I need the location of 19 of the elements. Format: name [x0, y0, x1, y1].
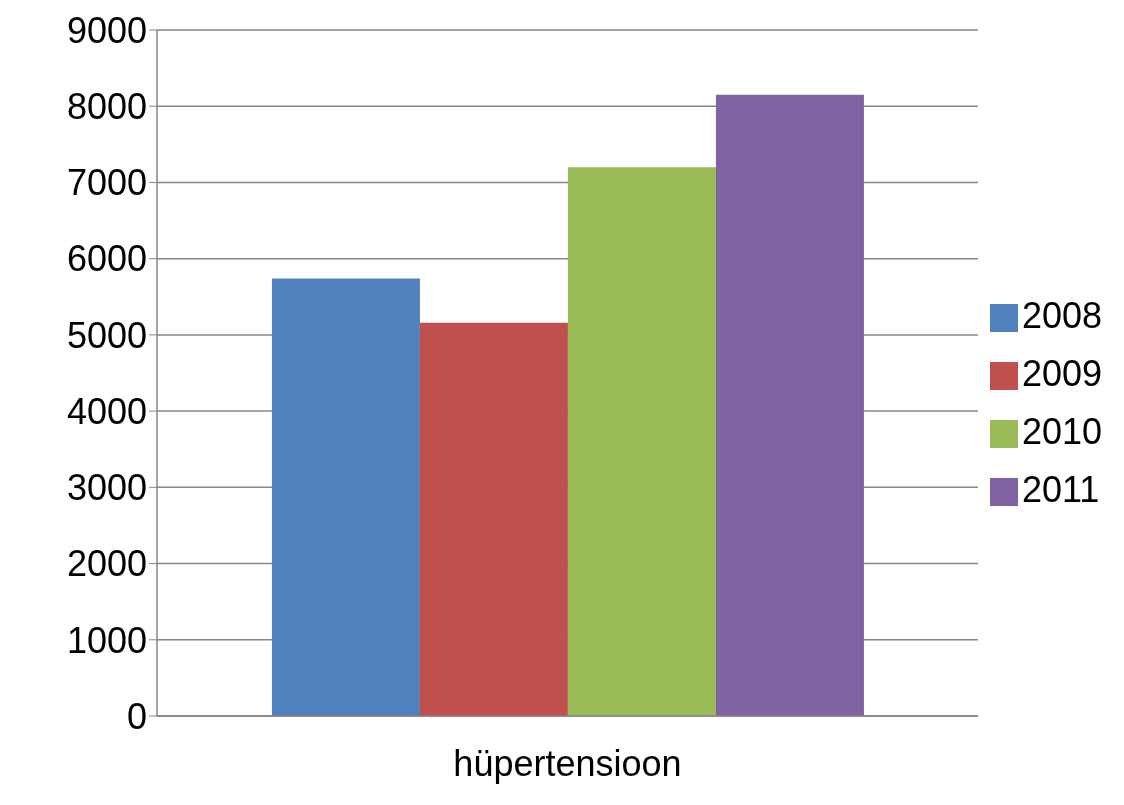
legend-label: 2009 — [1021, 353, 1102, 394]
y-tick-label: 9000 — [66, 9, 147, 51]
legend-label: 2008 — [1021, 295, 1102, 336]
legend-label: 2010 — [1021, 411, 1102, 452]
bar — [271, 278, 420, 716]
y-tick-label: 6000 — [66, 238, 147, 280]
y-tick-label: 4000 — [66, 390, 147, 432]
bar — [715, 94, 864, 716]
y-tick-label: 3000 — [66, 467, 147, 509]
y-tick-label: 5000 — [66, 314, 147, 356]
y-tick-label: 8000 — [66, 86, 147, 127]
y-tick-label: 7000 — [66, 162, 147, 204]
x-tick-label: hüpertensioon — [453, 742, 682, 784]
y-tick-label: 2000 — [66, 543, 147, 585]
y-tick-label: 0 — [126, 695, 147, 737]
bar — [419, 322, 568, 716]
y-tick-label: 1000 — [66, 619, 147, 661]
legend-label: 2011 — [1021, 469, 1100, 510]
bar — [567, 167, 716, 716]
